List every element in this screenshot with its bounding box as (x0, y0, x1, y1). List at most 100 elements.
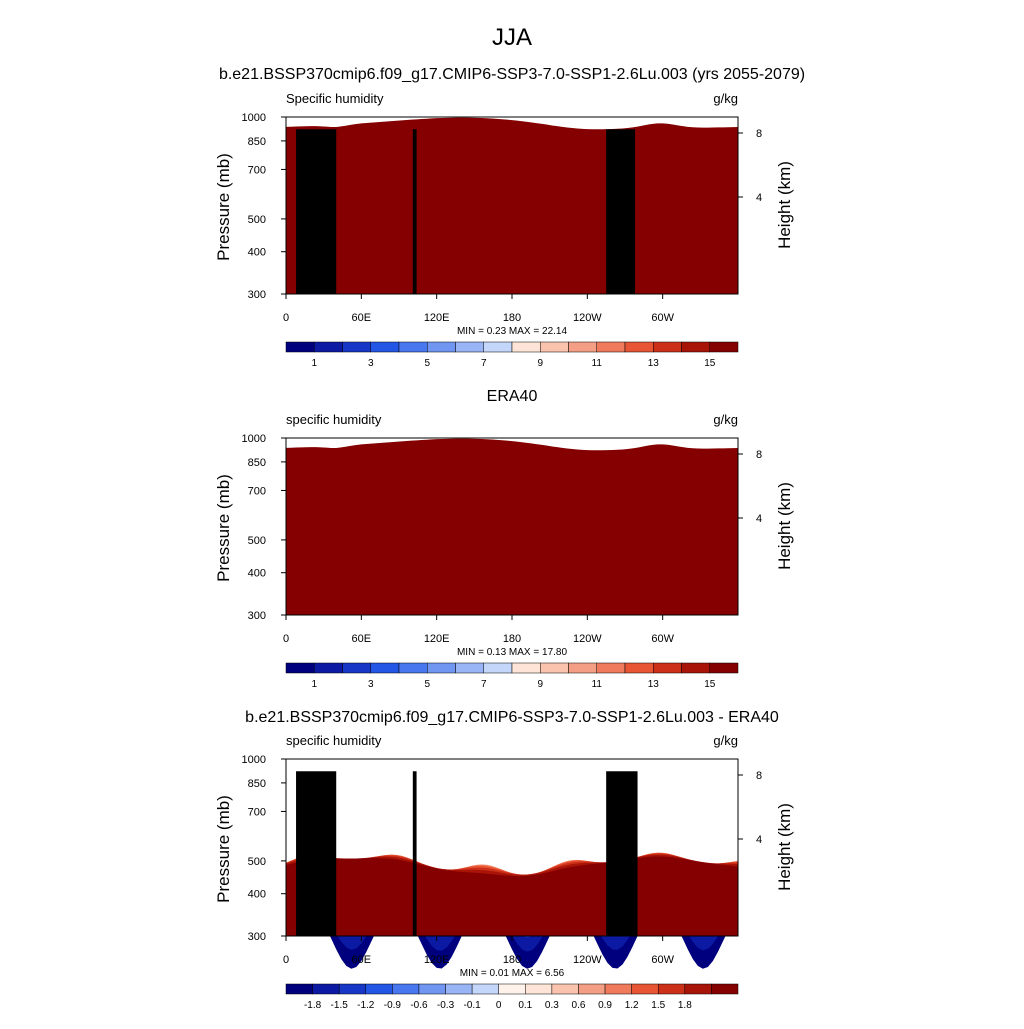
colorbar-label: 1.5 (651, 1000, 665, 1011)
colorbar-swatch (398, 341, 428, 353)
colorbar-swatch (285, 662, 315, 674)
colorbar-label: 7 (481, 358, 487, 369)
colorbar-swatch (285, 983, 313, 995)
y-tick-label: 700 (248, 806, 266, 818)
colorbar-swatch (338, 983, 367, 995)
y-axis-label: Pressure (mb) (214, 153, 233, 261)
colorbar-label: 9 (537, 679, 543, 690)
units-label: g/kg (713, 412, 738, 427)
topography-mask (296, 129, 636, 294)
colorbar-swatch (285, 341, 315, 353)
colorbar-swatch (483, 341, 513, 353)
colorbar-swatch (578, 983, 606, 995)
y-tick-label: 400 (248, 568, 266, 580)
figure-title: JJA (492, 24, 532, 51)
colorbar-swatch (370, 341, 400, 353)
y-tick-label: 300 (248, 610, 266, 622)
colorbar: 1 3 5 7 9 11 13 15 (285, 341, 739, 369)
y-tick-label: 850 (248, 778, 266, 790)
colorbar-swatch (684, 983, 712, 995)
topography-block (317, 779, 327, 936)
x-tick-label: 180 (503, 954, 521, 966)
colorbar-swatch (525, 983, 553, 995)
colorbar-swatch (657, 983, 686, 995)
y-tick-label: 300 (248, 289, 266, 301)
right-axis-label: Height (km) (775, 482, 794, 570)
x-tick-label: 60W (651, 954, 674, 966)
panel-title: b.e21.BSSP370cmip6.f09_g17.CMIP6-SSP3-7.… (245, 709, 779, 726)
y-tick-label: 700 (248, 164, 266, 176)
right-tick-label: 8 (756, 770, 762, 782)
x-tick-label: 180 (503, 633, 521, 645)
colorbar-label: 3 (368, 679, 374, 690)
colorbar-label: 13 (648, 358, 660, 369)
right-tick-label: 8 (756, 449, 762, 461)
colorbar-swatch (711, 983, 739, 995)
min-max-stats: MIN = 0.13 MAX = 17.80 (457, 647, 567, 658)
colorbar-swatch (483, 662, 513, 674)
colorbar-label: 1.8 (678, 1000, 692, 1011)
topography-mask (296, 771, 638, 936)
y-tick-label: 1000 (242, 433, 266, 445)
variable-label: Specific humidity (286, 91, 384, 106)
colorbar-swatch (604, 983, 632, 995)
x-tick-label: 120E (424, 312, 450, 324)
colorbar-label: 11 (592, 679, 603, 690)
min-max-stats: MIN = 0.23 MAX = 22.14 (457, 326, 567, 337)
colorbar-swatch (631, 983, 659, 995)
x-tick-label: 120E (424, 954, 450, 966)
colorbar-swatch (498, 983, 526, 995)
x-tick-label: 60W (651, 633, 674, 645)
colorbar-label: 7 (481, 679, 487, 690)
colorbar-swatch (681, 341, 710, 353)
colorbar-swatch (314, 662, 343, 674)
colorbar-swatch (653, 341, 682, 353)
humidity-panel-model: Specific humidity g/kg3004005007008501000… (214, 91, 794, 369)
colorbar-swatch (540, 341, 569, 353)
colorbar-swatch (653, 662, 682, 674)
colorbar-label: -1.5 (331, 1000, 349, 1011)
colorbar-label: 15 (704, 679, 716, 690)
colorbar-label: -0.3 (437, 1000, 455, 1011)
topography-block (296, 771, 337, 936)
y-tick-label: 850 (248, 457, 266, 469)
colorbar-swatch (568, 662, 597, 674)
colorbar-label: -0.1 (464, 1000, 482, 1011)
x-tick-label: 120E (424, 633, 450, 645)
y-tick-label: 500 (248, 214, 266, 226)
contour-fill (286, 438, 738, 615)
y-axis-label: Pressure (mb) (214, 474, 233, 582)
topography-block (606, 771, 638, 936)
colorbar-swatch (427, 341, 456, 353)
colorbar-swatch (314, 341, 343, 353)
colorbar-swatch (427, 662, 456, 674)
right-tick-label: 4 (756, 192, 762, 204)
contour-band-16 (286, 856, 738, 936)
colorbar-swatch (596, 341, 626, 353)
colorbar-swatch (392, 983, 420, 995)
right-axis-label: Height (km) (775, 161, 794, 249)
colorbar-swatch (511, 341, 541, 353)
x-tick-label: 120W (573, 633, 602, 645)
right-axis-label: Height (km) (775, 803, 794, 891)
colorbar-label: 1.2 (625, 1000, 639, 1011)
colorbar-swatch (540, 662, 569, 674)
topography-block (412, 129, 417, 294)
colorbar-label: -1.2 (357, 1000, 375, 1011)
colorbar: 1 3 5 7 9 11 13 15 (285, 662, 739, 690)
y-tick-label: 400 (248, 889, 266, 901)
x-tick-label: 0 (283, 954, 289, 966)
contour-band-15 (286, 117, 738, 295)
units-label: g/kg (713, 733, 738, 748)
right-tick-label: 8 (756, 128, 762, 140)
colorbar-swatch (471, 983, 499, 995)
colorbar-label: 0.1 (518, 1000, 532, 1011)
colorbar-swatch (445, 983, 473, 995)
y-tick-label: 500 (248, 856, 266, 868)
colorbar-label: 5 (424, 358, 430, 369)
colorbar-label: 0.9 (598, 1000, 612, 1011)
colorbar-swatch (418, 983, 446, 995)
colorbar-swatch (398, 662, 428, 674)
